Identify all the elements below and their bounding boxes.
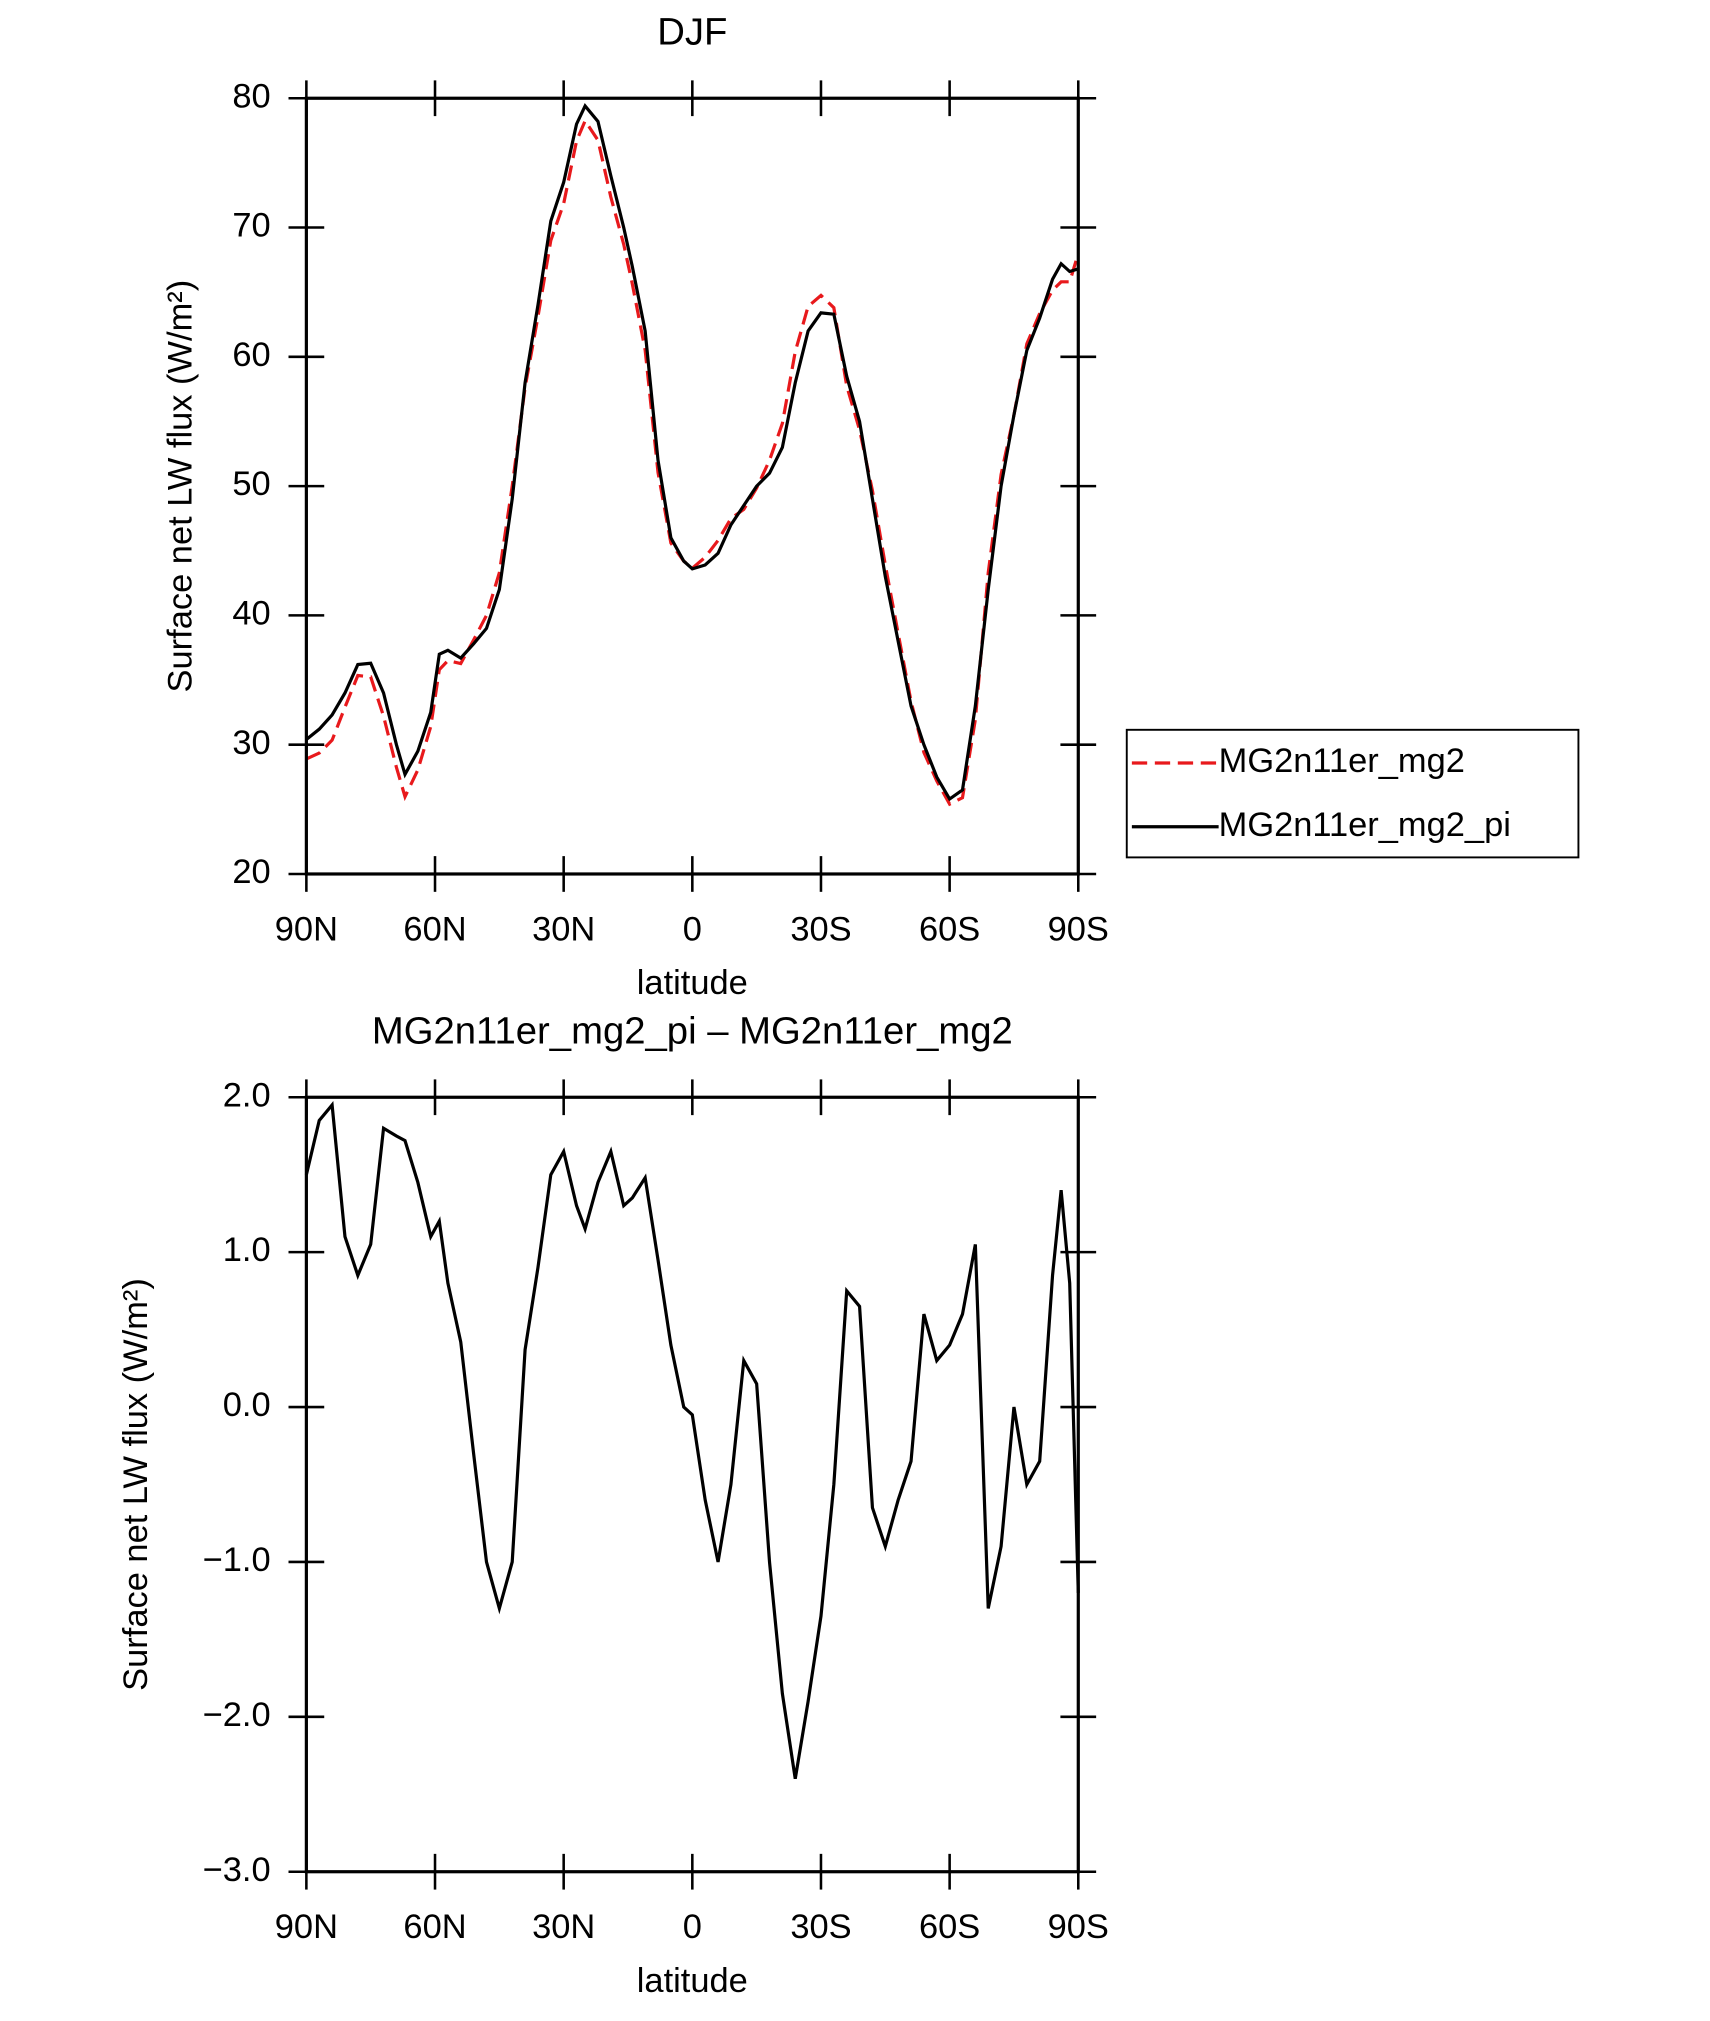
legend-label: MG2n11er_mg2_pi bbox=[1219, 806, 1511, 844]
y-tick-label: 2.0 bbox=[223, 1076, 271, 1114]
y-tick-label: 50 bbox=[232, 465, 270, 503]
y-axis-label: Surface net LW flux (W/m²) bbox=[117, 1278, 155, 1691]
series-line bbox=[305, 117, 1080, 807]
x-tick-label: 30S bbox=[790, 910, 851, 948]
x-tick-label: 0 bbox=[683, 1908, 702, 1946]
x-tick-label: 60N bbox=[403, 1908, 466, 1946]
x-tick-label: 90S bbox=[1048, 910, 1109, 948]
x-tick-label: 30N bbox=[532, 910, 595, 948]
chart-title: MG2n11er_mg2_pi – MG2n11er_mg2 bbox=[372, 1010, 1013, 1053]
x-tick-label: 30S bbox=[790, 1908, 851, 1946]
y-tick-label: 70 bbox=[232, 207, 270, 245]
y-tick-label: −1.0 bbox=[203, 1541, 271, 1579]
y-tick-label: 80 bbox=[232, 77, 270, 115]
x-tick-label: 30N bbox=[532, 1908, 595, 1946]
y-tick-label: 1.0 bbox=[223, 1231, 271, 1269]
x-tick-label: 90S bbox=[1048, 1908, 1109, 1946]
y-tick-label: −3.0 bbox=[203, 1851, 271, 1889]
y-tick-label: 20 bbox=[232, 853, 270, 891]
x-axis-label: latitude bbox=[637, 964, 748, 1002]
y-tick-label: 0.0 bbox=[223, 1386, 271, 1424]
chart-title: DJF bbox=[657, 11, 727, 54]
legend-box bbox=[1125, 728, 1580, 859]
y-axis-label: Surface net LW flux (W/m²) bbox=[162, 280, 200, 693]
plot-frame bbox=[304, 1095, 1080, 1874]
x-tick-label: 90N bbox=[275, 910, 338, 948]
x-tick-label: 90N bbox=[275, 1908, 338, 1946]
legend-label: MG2n11er_mg2 bbox=[1219, 742, 1465, 780]
y-tick-label: −2.0 bbox=[203, 1696, 271, 1734]
y-tick-label: 30 bbox=[232, 724, 270, 762]
x-tick-label: 0 bbox=[683, 910, 702, 948]
x-tick-label: 60S bbox=[919, 910, 980, 948]
x-axis-label: latitude bbox=[637, 1962, 748, 2000]
plot-frame bbox=[304, 96, 1080, 876]
y-tick-label: 40 bbox=[232, 594, 270, 632]
series-line bbox=[304, 1101, 1080, 1780]
x-tick-label: 60S bbox=[919, 1908, 980, 1946]
y-tick-label: 60 bbox=[232, 336, 270, 374]
series-line bbox=[305, 103, 1079, 802]
x-tick-label: 60N bbox=[403, 910, 466, 948]
